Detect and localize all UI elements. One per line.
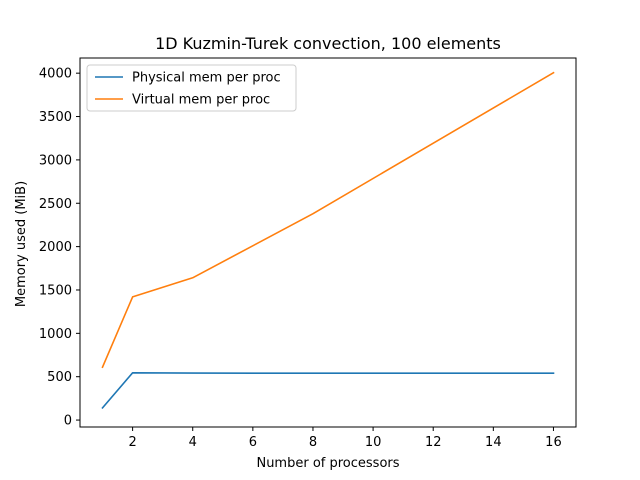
x-axis-label: Number of processors bbox=[256, 456, 399, 471]
x-tick-label: 8 bbox=[309, 435, 317, 450]
plot-area: 2 4 6 8 10 12 14 16 0 500 1000 1500 2000 2500 3000 3500… bbox=[39, 57, 577, 450]
y-tick-label: 2500 bbox=[39, 197, 72, 212]
legend-label-1: Physical mem per proc bbox=[132, 71, 281, 86]
y-tick-label: 4000 bbox=[39, 67, 72, 82]
y-tick-label: 500 bbox=[47, 370, 72, 385]
x-tick-label: 6 bbox=[249, 435, 257, 450]
legend-box bbox=[86, 64, 297, 112]
legend: Physical mem per proc Virtual mem per pro… bbox=[86, 64, 297, 112]
axes-frame bbox=[79, 57, 577, 428]
series-line-2 bbox=[101, 71, 555, 369]
y-tick-label: 0 bbox=[64, 414, 72, 429]
series-line-1 bbox=[101, 371, 555, 410]
y-tick-label: 2000 bbox=[39, 240, 72, 255]
x-tick-label: 16 bbox=[545, 435, 562, 450]
legend-label-2: Virtual mem per proc bbox=[132, 93, 270, 108]
x-tick-label: 10 bbox=[365, 435, 382, 450]
x-tick-label: 2 bbox=[128, 435, 136, 450]
x-tick-label: 14 bbox=[485, 435, 502, 450]
y-tick-label: 3500 bbox=[39, 110, 72, 125]
x-tick-label: 12 bbox=[425, 435, 442, 450]
chart-title: 1D Kuzmin-Turek convection, 100 elements bbox=[155, 34, 501, 53]
x-tick-label: 4 bbox=[189, 435, 197, 450]
y-axis-label: Memory used (MiB) bbox=[14, 181, 29, 307]
y-tick-label: 3000 bbox=[39, 153, 72, 168]
y-tick-label: 1500 bbox=[39, 283, 72, 298]
y-tick-label: 1000 bbox=[39, 327, 72, 342]
